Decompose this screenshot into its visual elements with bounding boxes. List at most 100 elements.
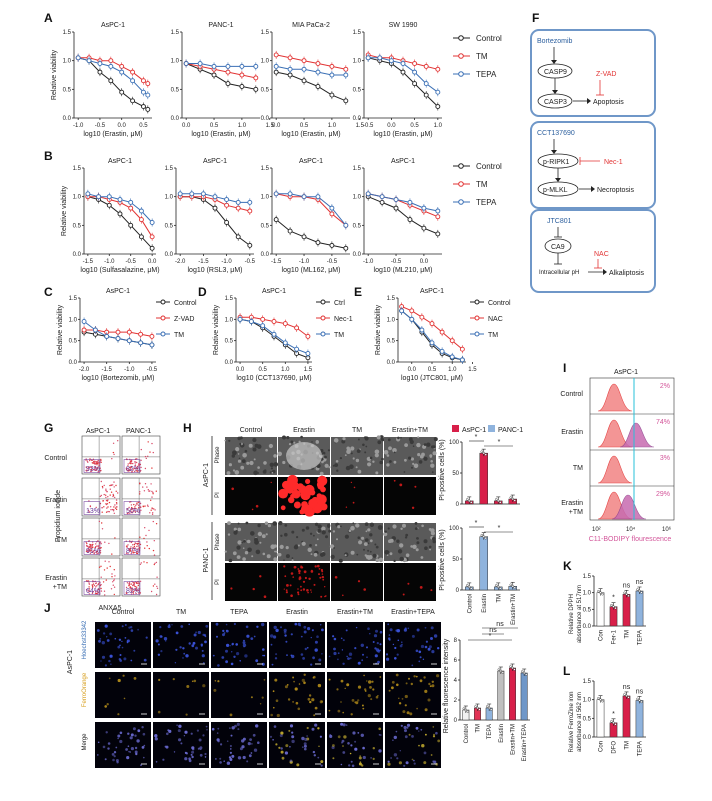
nucleus [413,759,415,762]
flow-percent: 82% [126,466,140,473]
nucleus [366,646,368,649]
flow-event [95,582,98,584]
cell-speck [352,522,355,525]
cell-speck [430,463,435,468]
cell-speck [273,557,278,562]
nucleus [374,654,378,658]
nucleus [312,677,315,679]
flow-event [127,553,129,555]
data-point [419,314,425,320]
nucleus [109,632,113,636]
flow-event [106,567,108,569]
cell-speck [381,437,385,442]
nucleus [276,713,280,718]
flow-event [96,585,98,587]
data-point [377,55,383,61]
pi-signal [316,493,322,499]
dose-chart-8: AsPC-10.00.51.01.5-2.0 -1.5 -1.0 -0.5log10 … [57,288,158,382]
cell-speck [270,467,273,470]
nucleus [129,751,131,753]
flow-event [138,507,140,509]
data-point [412,69,418,75]
flow-event [94,466,97,468]
flow-event [116,503,118,505]
nucleus [243,639,245,642]
y-axis-label: Relative viability [213,304,220,355]
x-tick-label: TEPA [638,741,644,756]
nucleus [406,726,409,729]
nucleus [197,747,200,750]
nucleus [401,643,403,646]
nucleus [229,758,233,761]
pi-signal [310,589,312,591]
legend-c-control: Control [174,300,197,307]
cell-speck [417,453,421,457]
g-ylabel: Propidium iodide [55,490,62,542]
cell-speck [420,556,424,559]
flow-event [137,545,139,547]
nucleus [217,727,220,730]
nucleus [280,626,282,629]
data-point [253,86,259,92]
pi-signal [297,593,300,596]
flow-event [140,466,142,469]
h-image [331,477,383,515]
cell-speck [315,440,319,443]
nucleus [293,680,295,683]
cell-speck [431,445,434,449]
flow-event [133,585,135,587]
i-row-control: Control [560,391,583,398]
cell-speck [247,547,252,553]
cell-speck [409,439,414,445]
nucleus [411,758,414,761]
cell-speck [228,439,231,442]
flow-event [150,590,153,593]
y-tick-label: 50 [452,471,459,477]
cell-speck [383,532,388,537]
nucleus [399,644,403,648]
nucleus [235,643,238,646]
cell-speck [270,544,276,550]
cell-speck [285,546,289,550]
nucleus [403,725,407,730]
j-image [211,722,267,768]
flow-event [113,512,116,514]
flow-event [138,463,140,465]
cell-speck [248,443,253,448]
flow-event [93,584,96,587]
flow-event [89,466,91,468]
flow-live-gate [83,501,101,515]
cell-speck [405,533,409,537]
cell-speck [240,465,245,470]
flow-event [146,504,149,506]
y-tick-label: 1.0 [73,195,82,201]
cell-speck [333,438,339,443]
pi-signal [304,484,315,495]
flow-event [144,483,147,485]
flow-event [115,490,117,492]
cell-speck [309,532,313,535]
y-tick-label: 0.5 [73,223,82,229]
nucleus [418,660,421,663]
box1-inhibitor: Z-VAD [596,71,616,78]
flow-event [139,536,141,538]
cell-speck [430,460,434,463]
panel-f-pathways: Bortezomib CASP9 CASP3 Apoptosis Z-VAD C… [530,29,656,293]
pi-image [225,477,277,515]
chart-title: AsPC-1 [108,158,132,165]
nucleus [202,633,205,637]
bar [479,536,488,591]
nucleus [176,724,178,726]
data-point [130,78,136,84]
pi-signal [407,582,410,585]
nucleus [226,643,230,648]
flow-event [100,584,102,586]
flow-event [95,543,97,545]
y-tick-label: 0.5 [583,716,592,722]
nucleus [379,676,382,678]
nucleus [216,732,219,734]
nucleus [230,734,233,737]
cell-speck [291,530,295,534]
